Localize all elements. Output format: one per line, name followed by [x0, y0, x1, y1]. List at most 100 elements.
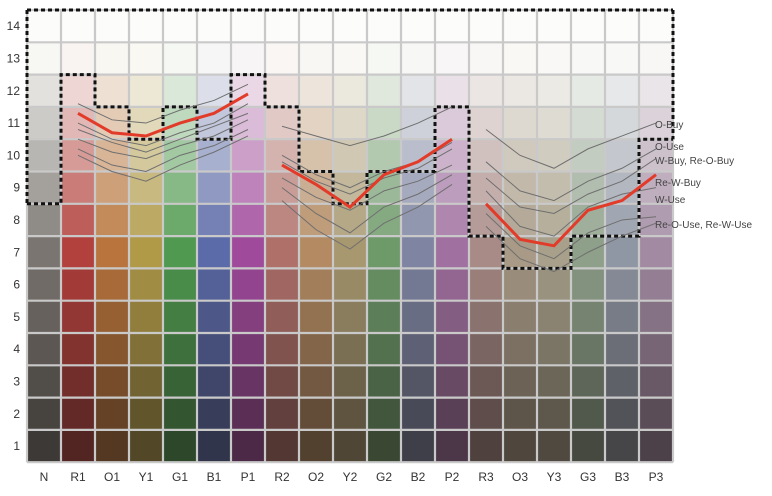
color-cell-G3-3	[571, 365, 605, 398]
color-cell-O3-14	[503, 10, 537, 43]
x-tick-Y3: Y3	[547, 470, 562, 484]
highlight-line-11	[484, 173, 657, 248]
color-cell-N-2	[27, 397, 61, 430]
series-line-1	[281, 106, 453, 147]
color-cell-Y1-1	[129, 429, 163, 463]
series-line-12	[77, 119, 249, 160]
color-cell-P2-8	[435, 203, 469, 237]
color-cell-P1-10	[231, 139, 265, 172]
color-cell-P1-14	[231, 10, 265, 43]
color-cell-R1-13	[61, 42, 95, 75]
color-cell-G1-4	[163, 333, 197, 366]
color-cell-P1-3	[231, 365, 265, 398]
color-cell-R3-2	[469, 397, 503, 430]
color-cell-B1-10	[197, 139, 231, 172]
color-cell-O2-3	[299, 365, 333, 398]
color-cell-P1-13	[231, 42, 265, 75]
series-line-6	[77, 112, 249, 153]
color-cell-Y3-9	[537, 171, 571, 204]
series-line-18	[77, 135, 249, 182]
color-cell-O2-6	[299, 268, 333, 301]
color-cell-N-3	[27, 365, 61, 398]
color-cell-B1-14	[197, 10, 231, 43]
color-cell-B1-6	[197, 268, 231, 301]
color-cell-Y1-6	[129, 268, 163, 301]
color-cell-G3-13	[571, 42, 605, 75]
color-cell-B2-3	[401, 365, 435, 398]
color-cell-P2-9	[435, 171, 469, 204]
color-cell-O2-13	[299, 42, 333, 75]
y-tick-10: 10	[7, 148, 21, 162]
color-cell-G2-14	[367, 10, 401, 43]
color-cell-O1-14	[95, 10, 129, 43]
color-cell-B2-5	[401, 300, 435, 333]
color-cell-G1-14	[163, 10, 197, 43]
color-cell-P1-7	[231, 236, 265, 269]
cells-layer	[27, 10, 673, 463]
color-cell-R2-13	[265, 42, 299, 75]
color-cell-R2-2	[265, 397, 299, 430]
color-cell-Y3-4	[537, 333, 571, 366]
color-cell-G2-2	[367, 397, 401, 430]
color-cell-G1-7	[163, 236, 197, 269]
color-cell-O1-8	[95, 203, 129, 237]
color-cell-P1-2	[231, 397, 265, 430]
y-tick-3: 3	[13, 374, 20, 388]
color-cell-O2-4	[299, 333, 333, 366]
color-cell-Y3-13	[537, 42, 571, 75]
color-cell-B3-13	[605, 42, 639, 75]
color-cell-R3-10	[469, 139, 503, 172]
color-cell-B1-9	[197, 171, 231, 204]
color-cell-P3-4	[639, 333, 673, 366]
color-cell-B1-7	[197, 236, 231, 269]
color-cell-B3-12	[605, 74, 639, 107]
series-line-5	[485, 148, 657, 202]
color-cell-R1-6	[61, 268, 95, 301]
labels-layer: O-Buy O-Use W-Buy, Re-O-Buy Re-W-Buy W-Use Re…	[655, 120, 752, 231]
color-cell-N-6	[27, 268, 61, 301]
color-cell-R1-2	[61, 397, 95, 430]
color-cell-O3-11	[503, 106, 537, 140]
color-cell-O3-6	[503, 268, 537, 301]
color-cell-B2-2	[401, 397, 435, 430]
color-cell-O2-5	[299, 300, 333, 333]
color-cell-B1-12	[197, 74, 231, 107]
color-cell-R3-5	[469, 300, 503, 333]
color-cell-R2-6	[265, 268, 299, 301]
y-tick-14: 14	[7, 19, 21, 33]
color-cell-O2-12	[299, 74, 333, 107]
series-line-20	[485, 222, 657, 273]
color-cell-O2-11	[299, 106, 333, 140]
color-cell-P1-11	[231, 106, 265, 140]
color-cell-Y2-10	[333, 139, 367, 172]
color-cell-Y2-12	[333, 74, 367, 107]
color-cell-Y1-14	[129, 10, 163, 43]
color-cell-B3-10	[605, 139, 639, 172]
color-cell-Y1-5	[129, 300, 163, 333]
series-line-14	[485, 187, 657, 237]
color-cell-B3-3	[605, 365, 639, 398]
color-cell-O3-3	[503, 365, 537, 398]
y-tick-1: 1	[13, 439, 20, 453]
color-cell-P2-14	[435, 10, 469, 43]
color-cell-P2-11	[435, 106, 469, 140]
series-line-19	[281, 184, 453, 250]
color-cell-N-1	[27, 429, 61, 463]
color-cell-R1-12	[61, 74, 95, 107]
color-cell-B3-4	[605, 333, 639, 366]
color-cell-B1-13	[197, 42, 231, 75]
series-label-1: O-Use	[655, 142, 684, 153]
color-cell-O3-12	[503, 74, 537, 107]
color-cell-P1-9	[231, 171, 265, 204]
color-cell-R1-5	[61, 300, 95, 333]
color-cell-B3-2	[605, 397, 639, 430]
color-cell-Y2-2	[333, 397, 367, 430]
color-cell-R1-7	[61, 236, 95, 269]
color-cell-Y2-13	[333, 42, 367, 75]
color-cell-P2-1	[435, 429, 469, 463]
color-cell-G3-5	[571, 300, 605, 333]
color-cell-O2-14	[299, 10, 333, 43]
color-cell-B1-5	[197, 300, 231, 333]
color-cell-N-8	[27, 203, 61, 237]
color-cell-B1-8	[197, 203, 231, 237]
